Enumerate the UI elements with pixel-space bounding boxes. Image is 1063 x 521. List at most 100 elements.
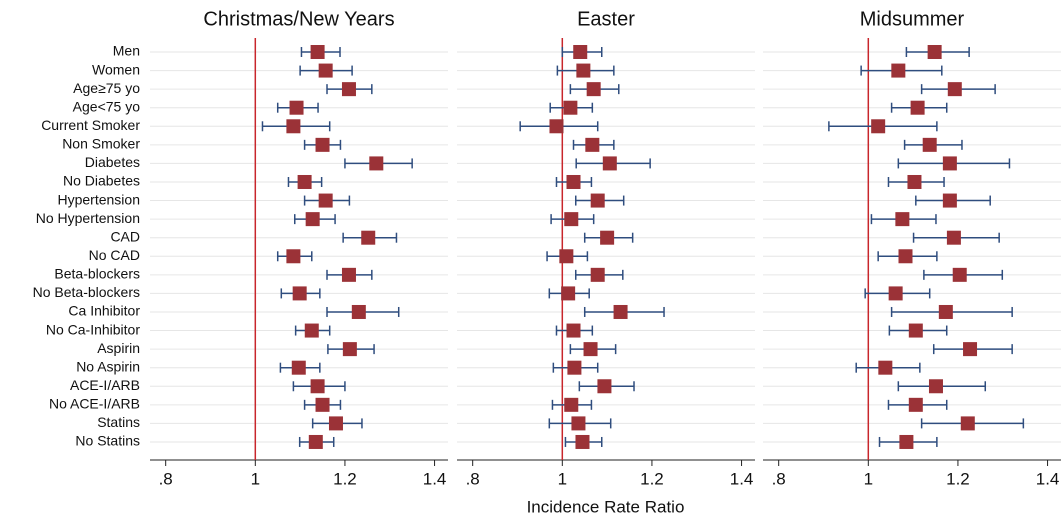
point-estimate — [559, 249, 574, 264]
category-label: ACE-I/ARB — [70, 377, 140, 393]
point-estimate — [304, 323, 319, 338]
point-estimate — [895, 212, 910, 227]
category-label: Diabetes — [85, 154, 140, 170]
point-estimate — [286, 119, 301, 134]
x-tick-label: .8 — [466, 469, 480, 488]
point-estimate — [952, 267, 967, 282]
x-tick-label: 1.2 — [640, 469, 664, 488]
category-label: Hypertension — [58, 191, 141, 207]
point-estimate — [942, 193, 957, 208]
point-estimate — [602, 156, 617, 171]
x-tick-label: 1 — [251, 469, 260, 488]
category-label: Statins — [97, 414, 140, 430]
point-estimate — [586, 82, 601, 97]
x-tick-label: .8 — [159, 469, 173, 488]
category-label: Ca Inhibitor — [68, 303, 140, 319]
point-estimate — [613, 304, 628, 319]
point-estimate — [600, 230, 615, 245]
panel-title: Christmas/New Years — [203, 8, 394, 30]
point-estimate — [946, 230, 961, 245]
category-label: Age≥75 yo — [73, 80, 140, 96]
point-estimate — [310, 45, 325, 59]
x-tick-label: 1.2 — [333, 469, 357, 488]
category-label: No Beta-blockers — [33, 284, 140, 300]
point-estimate — [908, 323, 923, 338]
panel-title: Easter — [577, 8, 635, 30]
point-estimate — [878, 360, 893, 375]
point-estimate — [938, 304, 953, 319]
point-estimate — [571, 416, 586, 431]
point-estimate — [318, 193, 333, 208]
category-label: No Hypertension — [36, 210, 140, 226]
category-label: No CAD — [89, 247, 140, 263]
point-estimate — [585, 137, 600, 152]
point-estimate — [576, 63, 591, 78]
category-label: Age<75 yo — [73, 98, 141, 114]
category-label: No ACE-I/ARB — [49, 396, 140, 412]
point-estimate — [292, 286, 307, 301]
point-estimate — [575, 434, 590, 449]
category-label: No Aspirin — [76, 358, 140, 374]
category-label: CAD — [110, 228, 140, 244]
category-label: No Statins — [75, 433, 140, 449]
category-label: Current Smoker — [41, 117, 140, 133]
point-estimate — [928, 379, 943, 394]
point-estimate — [942, 156, 957, 171]
point-estimate — [341, 82, 356, 97]
point-estimate — [297, 174, 312, 189]
point-estimate — [328, 416, 343, 431]
point-estimate — [561, 286, 576, 301]
point-estimate — [927, 45, 942, 59]
point-estimate — [564, 397, 579, 412]
category-label: Beta-blockers — [54, 266, 140, 282]
panel-title: Midsummer — [860, 8, 965, 30]
point-estimate — [573, 45, 588, 59]
category-label: Aspirin — [97, 340, 140, 356]
point-estimate — [291, 360, 306, 375]
x-tick-label: 1.2 — [946, 469, 970, 488]
category-label: No Diabetes — [63, 173, 140, 189]
point-estimate — [871, 119, 886, 134]
point-estimate — [963, 342, 978, 357]
point-estimate — [342, 342, 357, 357]
x-axis-label: Incidence Rate Ratio — [527, 497, 685, 516]
point-estimate — [549, 119, 564, 134]
point-estimate — [315, 397, 330, 412]
point-estimate — [308, 434, 323, 449]
point-estimate — [597, 379, 612, 394]
x-tick-label: 1.4 — [1036, 469, 1060, 488]
point-estimate — [910, 100, 925, 115]
point-estimate — [908, 397, 923, 412]
point-estimate — [305, 212, 320, 227]
point-estimate — [907, 174, 922, 189]
point-estimate — [567, 360, 582, 375]
point-estimate — [310, 379, 325, 394]
category-label: Women — [92, 61, 140, 77]
x-tick-label: .8 — [772, 469, 786, 488]
category-label: Non Smoker — [62, 136, 140, 152]
x-tick-label: 1.4 — [423, 469, 447, 488]
x-tick-label: 1 — [558, 469, 567, 488]
point-estimate — [341, 267, 356, 282]
point-estimate — [286, 249, 301, 264]
point-estimate — [315, 137, 330, 152]
point-estimate — [564, 212, 579, 227]
point-estimate — [318, 63, 333, 78]
category-label: Men — [113, 43, 140, 59]
x-tick-label: 1.4 — [730, 469, 754, 488]
point-estimate — [888, 286, 903, 301]
point-estimate — [898, 249, 913, 264]
x-tick-label: 1 — [864, 469, 873, 488]
point-estimate — [566, 174, 581, 189]
point-estimate — [922, 137, 937, 152]
point-estimate — [566, 323, 581, 338]
category-label: No Ca-Inhibitor — [46, 321, 140, 337]
point-estimate — [590, 267, 605, 282]
point-estimate — [369, 156, 384, 171]
point-estimate — [960, 416, 975, 431]
point-estimate — [289, 100, 304, 115]
point-estimate — [899, 434, 914, 449]
point-estimate — [891, 63, 906, 78]
point-estimate — [351, 304, 366, 319]
